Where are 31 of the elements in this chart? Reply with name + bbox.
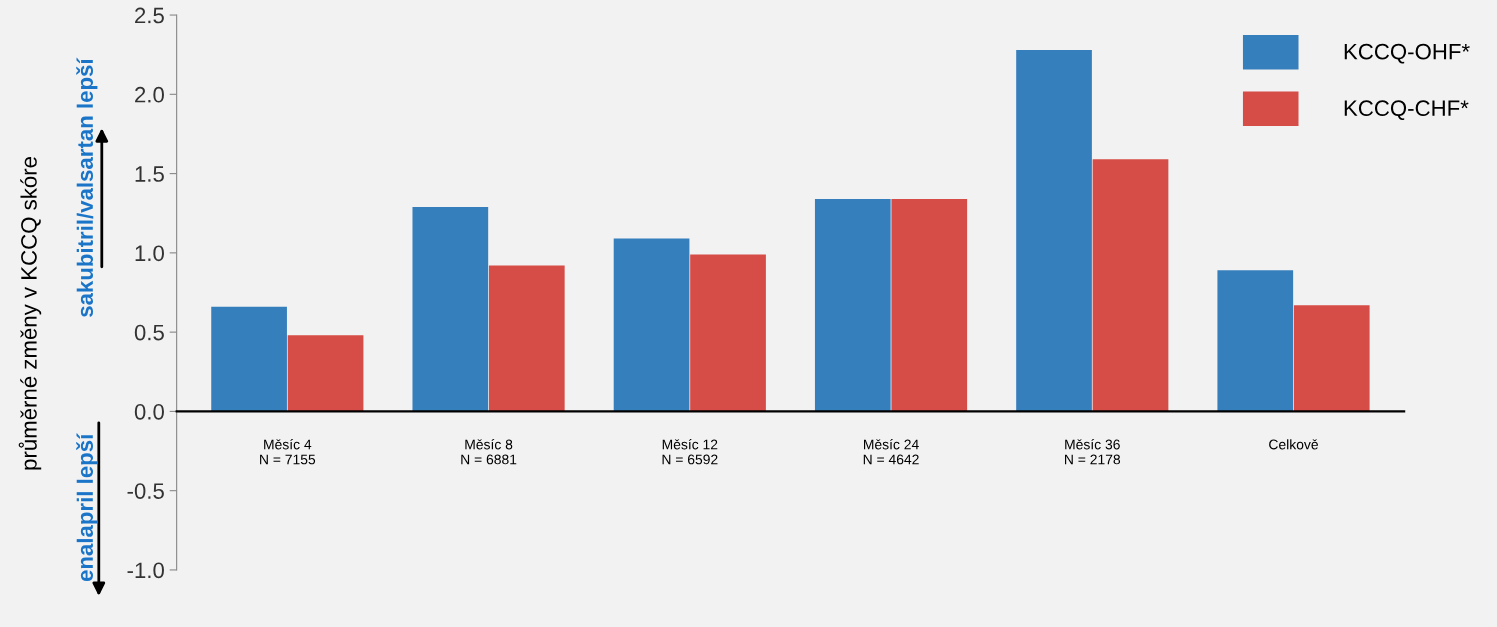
- y-tick-label: 2.5: [135, 7, 164, 24]
- y-tick-label: 0.5: [134, 324, 164, 341]
- legend-label: KCCQ-CHF*: [1344, 100, 1469, 121]
- x-tick-label: Celkově: [1269, 439, 1318, 450]
- bar: [1217, 270, 1294, 412]
- x-tick-label: Měsíc 36 N = 2178: [1065, 439, 1121, 465]
- y-axis-title: průměrné změny v KCCQ skóre: [18, 157, 42, 470]
- text: sakubitril/valsartan lepší: [76, 57, 98, 317]
- bar: [1293, 305, 1370, 412]
- bar: [412, 206, 489, 412]
- bar: [891, 198, 968, 412]
- x-tick-label: Měsíc 4 N = 7155: [260, 439, 316, 465]
- y-tick-label: -1.0: [127, 562, 164, 579]
- bar: [814, 198, 891, 412]
- text: enalapril lepší: [76, 433, 98, 582]
- x-tick-label: Měsíc 8 N = 6881: [461, 439, 517, 465]
- y-tick-label: 2.0: [135, 86, 164, 103]
- bar: [211, 306, 287, 412]
- bar: [287, 335, 364, 412]
- x-tick-label: Měsíc 12 N = 6592: [662, 439, 718, 465]
- bar: [613, 238, 690, 412]
- bar: [1016, 49, 1092, 412]
- bar: [690, 254, 766, 412]
- y-tick-label: -0.5: [127, 483, 164, 499]
- y-tick-label: 0.0: [134, 403, 164, 420]
- x-tick-label: Měsíc 24 N = 4642: [863, 439, 919, 465]
- y-tick-label: 1.5: [135, 166, 164, 182]
- bar: [488, 265, 565, 412]
- y-tick-label: 1.0: [135, 245, 164, 262]
- legend-label: KCCQ-OHF*: [1344, 43, 1470, 64]
- bar: [1092, 159, 1169, 412]
